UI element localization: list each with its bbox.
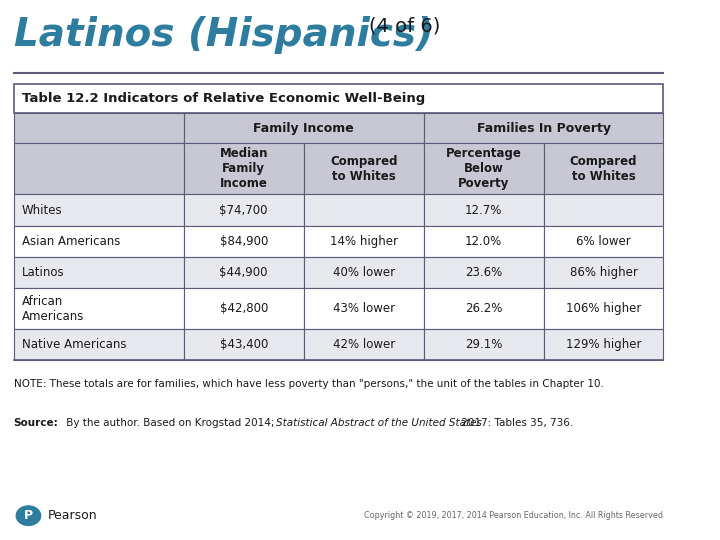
- Text: NOTE: These totals are for families, which have less poverty than "persons," the: NOTE: These totals are for families, whi…: [14, 379, 603, 389]
- Text: $44,900: $44,900: [220, 266, 268, 279]
- Bar: [423, 113, 663, 143]
- Text: 23.6%: 23.6%: [465, 266, 502, 279]
- Text: 14% higher: 14% higher: [330, 235, 397, 248]
- Text: 2017: Tables 35, 736.: 2017: Tables 35, 736.: [458, 418, 573, 428]
- Text: 43% lower: 43% lower: [333, 302, 395, 315]
- Text: Statistical Abstract of the United States: Statistical Abstract of the United State…: [276, 418, 482, 428]
- Bar: [544, 226, 663, 257]
- Bar: [304, 226, 423, 257]
- Text: 40% lower: 40% lower: [333, 266, 395, 279]
- Bar: [184, 143, 304, 194]
- Text: African
Americans: African Americans: [22, 295, 84, 322]
- Bar: [304, 194, 423, 226]
- Bar: [14, 226, 184, 257]
- Text: 26.2%: 26.2%: [465, 302, 503, 315]
- Text: Latinos (Hispanics): Latinos (Hispanics): [14, 16, 433, 54]
- Circle shape: [17, 506, 40, 525]
- Bar: [184, 113, 423, 143]
- Text: 42% lower: 42% lower: [333, 338, 395, 351]
- Text: P: P: [24, 509, 33, 522]
- Text: $43,400: $43,400: [220, 338, 268, 351]
- Bar: [544, 329, 663, 360]
- Text: Percentage
Below
Poverty: Percentage Below Poverty: [446, 147, 521, 190]
- Bar: [423, 143, 544, 194]
- Bar: [423, 257, 544, 288]
- Text: Pearson: Pearson: [48, 509, 97, 522]
- Bar: [304, 143, 423, 194]
- Text: 29.1%: 29.1%: [465, 338, 503, 351]
- Bar: [544, 194, 663, 226]
- Bar: [304, 329, 423, 360]
- Bar: [14, 194, 184, 226]
- Text: $84,900: $84,900: [220, 235, 268, 248]
- Bar: [14, 113, 184, 143]
- Text: Table 12.2 Indicators of Relative Economic Well-Being: Table 12.2 Indicators of Relative Econom…: [22, 92, 425, 105]
- Text: Compared
to Whites: Compared to Whites: [570, 155, 637, 183]
- Bar: [184, 226, 304, 257]
- Text: Latinos: Latinos: [22, 266, 64, 279]
- Text: Copyright © 2019, 2017, 2014 Pearson Education, Inc. All Rights Reserved: Copyright © 2019, 2017, 2014 Pearson Edu…: [364, 511, 663, 520]
- Bar: [14, 329, 184, 360]
- Text: Source:: Source:: [14, 418, 58, 428]
- Bar: [423, 329, 544, 360]
- Bar: [423, 288, 544, 329]
- Text: 12.0%: 12.0%: [465, 235, 502, 248]
- Text: Native Americans: Native Americans: [22, 338, 126, 351]
- Bar: [423, 226, 544, 257]
- Bar: [184, 329, 304, 360]
- Text: By the author. Based on Krogstad 2014;: By the author. Based on Krogstad 2014;: [63, 418, 278, 428]
- Bar: [184, 288, 304, 329]
- Bar: [423, 194, 544, 226]
- Text: $74,700: $74,700: [220, 204, 268, 217]
- Bar: [14, 257, 184, 288]
- Text: Whites: Whites: [22, 204, 63, 217]
- Text: 129% higher: 129% higher: [566, 338, 642, 351]
- Bar: [304, 288, 423, 329]
- Text: 12.7%: 12.7%: [465, 204, 503, 217]
- Text: Families In Poverty: Families In Poverty: [477, 122, 611, 135]
- Text: Median
Family
Income: Median Family Income: [220, 147, 268, 190]
- Bar: [544, 288, 663, 329]
- Bar: [14, 84, 663, 113]
- Bar: [184, 194, 304, 226]
- Bar: [304, 257, 423, 288]
- Text: Compared
to Whites: Compared to Whites: [330, 155, 397, 183]
- Text: (4 of 6): (4 of 6): [369, 16, 441, 35]
- Bar: [184, 257, 304, 288]
- Bar: [544, 257, 663, 288]
- Bar: [14, 288, 184, 329]
- Text: $42,800: $42,800: [220, 302, 268, 315]
- Text: Family Income: Family Income: [253, 122, 354, 135]
- Text: 86% higher: 86% higher: [570, 266, 637, 279]
- Bar: [544, 143, 663, 194]
- Text: 106% higher: 106% higher: [566, 302, 641, 315]
- Bar: [14, 143, 184, 194]
- Text: 6% lower: 6% lower: [576, 235, 631, 248]
- Text: Asian Americans: Asian Americans: [22, 235, 120, 248]
